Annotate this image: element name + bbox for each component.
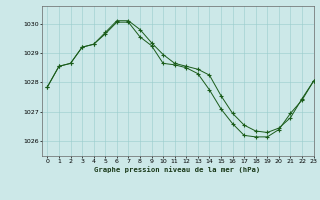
X-axis label: Graphe pression niveau de la mer (hPa): Graphe pression niveau de la mer (hPa) (94, 166, 261, 173)
